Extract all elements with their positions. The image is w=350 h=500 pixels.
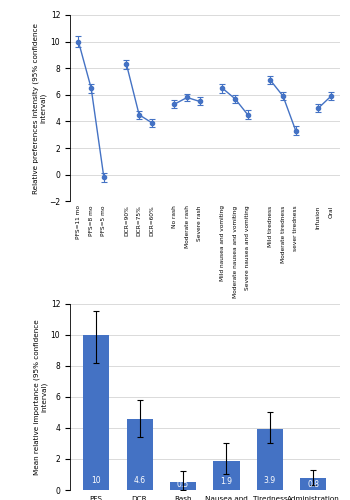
Bar xyxy=(170,482,196,490)
Bar xyxy=(300,478,327,490)
Text: 10: 10 xyxy=(91,476,101,486)
Text: 3.9: 3.9 xyxy=(264,476,276,486)
Y-axis label: Relative preferences intensity (95% confidence
interval): Relative preferences intensity (95% conf… xyxy=(32,22,46,194)
Bar xyxy=(126,418,153,490)
Bar xyxy=(214,460,239,490)
Bar xyxy=(257,430,283,490)
Text: 0.8: 0.8 xyxy=(307,480,320,488)
Bar xyxy=(83,335,109,490)
Y-axis label: Mean relative importance (95% confidence
interval): Mean relative importance (95% confidence… xyxy=(34,319,48,474)
Text: 0.5: 0.5 xyxy=(177,480,189,489)
Text: 4.6: 4.6 xyxy=(133,476,146,486)
Text: 1.9: 1.9 xyxy=(220,478,232,486)
